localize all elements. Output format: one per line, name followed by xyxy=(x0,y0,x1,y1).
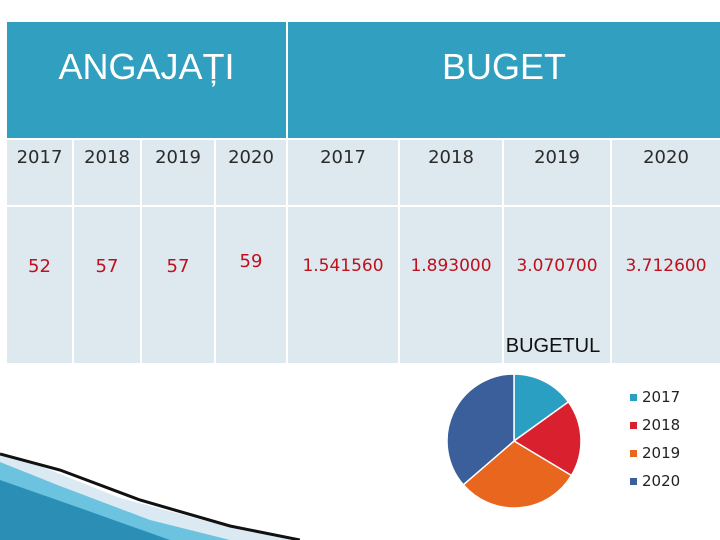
year-label: 2019 xyxy=(155,147,201,168)
legend-swatch xyxy=(630,422,637,429)
budget-value: 3.070700 xyxy=(516,256,598,276)
year-cell: 2018 xyxy=(74,140,140,205)
year-label: 2020 xyxy=(228,147,274,168)
employees-value: 57 xyxy=(166,256,190,277)
legend-label: 2018 xyxy=(642,416,680,434)
year-label: 2019 xyxy=(534,147,580,168)
year-cell: 2019 xyxy=(504,140,610,205)
employees-cell: 52 xyxy=(7,207,72,363)
budget-cell: 3.070700 xyxy=(504,207,610,363)
budget-value: 3.712600 xyxy=(625,256,707,276)
year-cell: 2020 xyxy=(216,140,286,205)
legend-swatch xyxy=(630,450,637,457)
legend-label: 2020 xyxy=(642,472,680,490)
year-cell: 2018 xyxy=(400,140,502,205)
budget-cell: 1.893000 xyxy=(400,207,502,363)
employees-value: 57 xyxy=(95,256,119,277)
year-cell: 2017 xyxy=(7,140,72,205)
header-buget: BUGET xyxy=(288,22,720,138)
pie-chart: BUGETUL 2017 2018 2019 2020 xyxy=(446,335,680,509)
employees-cell: 59 xyxy=(216,207,286,363)
decorative-swoosh xyxy=(0,452,300,540)
year-label: 2020 xyxy=(643,147,689,168)
legend-label: 2017 xyxy=(642,388,680,406)
employees-value: 52 xyxy=(28,256,51,277)
budget-cell: 3.712600 xyxy=(612,207,720,363)
year-cell: 2020 xyxy=(612,140,720,205)
budget-value: 1.893000 xyxy=(410,256,492,276)
employees-value: 59 xyxy=(239,251,263,272)
budget-cell: 1.541560 xyxy=(288,207,398,363)
pie-slice-2019 xyxy=(462,440,573,509)
pie-slice-2018 xyxy=(512,400,582,477)
legend-swatch xyxy=(630,478,637,485)
year-cell: 2019 xyxy=(142,140,214,205)
pie-slices xyxy=(446,373,582,509)
header-angajati: ANGAJAȚI xyxy=(7,22,286,138)
legend-label: 2019 xyxy=(642,444,680,462)
header-buget-label: BUGET xyxy=(441,46,566,87)
employees-cell: 57 xyxy=(74,207,140,363)
employees-cell: 57 xyxy=(142,207,214,363)
budget-value: 1.541560 xyxy=(302,256,384,276)
year-cell: 2017 xyxy=(288,140,398,205)
year-label: 2017 xyxy=(320,147,366,168)
legend-swatch xyxy=(630,394,637,401)
header-angajati-label: ANGAJAȚI xyxy=(58,46,235,87)
year-label: 2017 xyxy=(16,147,63,168)
year-label: 2018 xyxy=(428,147,474,168)
pie-slice-2020 xyxy=(446,373,515,486)
chart-title: BUGETUL xyxy=(506,335,600,357)
chart-legend: 2017 2018 2019 2020 xyxy=(630,388,680,490)
pie-slice-2017 xyxy=(513,373,570,443)
year-label: 2018 xyxy=(84,147,130,168)
